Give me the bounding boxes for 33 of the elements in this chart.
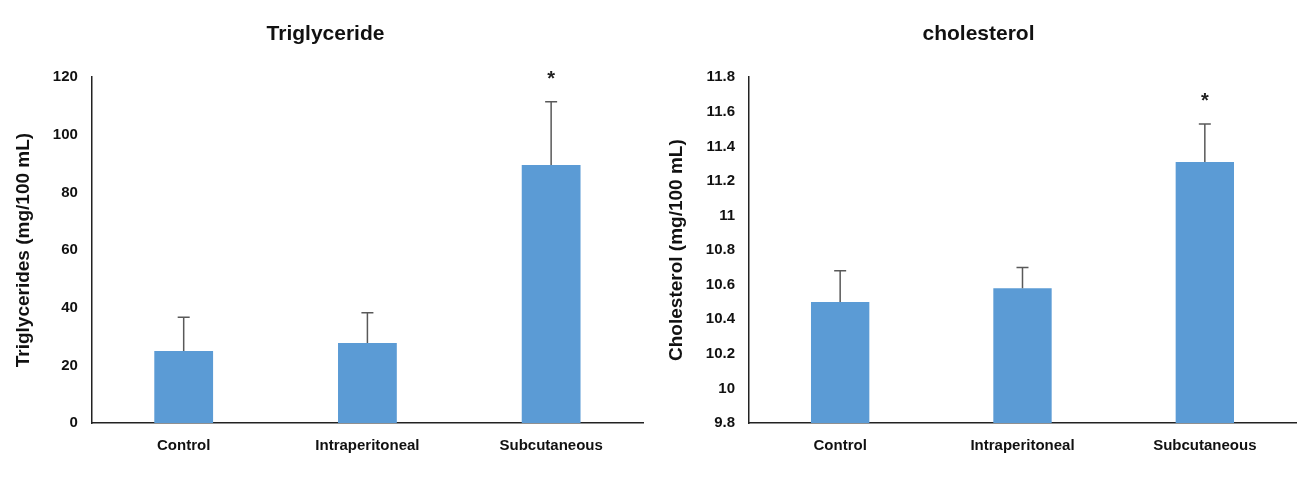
annotation: * xyxy=(547,67,556,90)
y-tick-label: 11.8 xyxy=(706,67,735,85)
annotation: * xyxy=(1200,89,1209,112)
y-tick-label: 11 xyxy=(719,205,735,223)
y-tick-label: 9.8 xyxy=(714,413,735,431)
y-tick-label: 10.2 xyxy=(705,343,735,361)
y-tick-label: 0 xyxy=(69,413,78,431)
x-tick-label: Intraperitoneal xyxy=(315,436,420,454)
y-tick-label: 10.6 xyxy=(705,274,735,292)
y-tick-label: 10.8 xyxy=(705,240,735,258)
y-axis-title: Cholesterol (mg/100 mL) xyxy=(664,139,686,361)
bar xyxy=(521,165,581,423)
x-tick-label: Control xyxy=(157,436,211,454)
y-axis-title: Triglycerides (mg/100 mL) xyxy=(11,132,33,368)
y-tick-label: 40 xyxy=(61,297,78,315)
bar xyxy=(338,342,397,423)
x-tick-label: Subcutaneous xyxy=(499,436,603,454)
y-tick-label: 11.4 xyxy=(706,136,736,154)
x-tick-label: Intraperitoneal xyxy=(970,436,1075,454)
y-tick-label: 20 xyxy=(61,355,78,373)
y-tick-label: 10 xyxy=(718,378,735,396)
chart-title: Triglyceride xyxy=(266,21,385,45)
y-tick-label: 11.6 xyxy=(706,101,735,119)
y-tick-label: 60 xyxy=(61,240,78,258)
y-tick-label: 11.2 xyxy=(706,171,735,189)
chart-title: cholesterol xyxy=(922,21,1035,45)
y-tick-label: 100 xyxy=(52,124,78,142)
x-tick-label: Control xyxy=(813,436,867,454)
x-tick-label: Subcutaneous xyxy=(1153,436,1257,454)
bar xyxy=(154,350,214,423)
y-tick-label: 80 xyxy=(61,182,78,200)
y-tick-label: 10.4 xyxy=(705,309,736,327)
y-tick-label: 120 xyxy=(52,67,78,85)
